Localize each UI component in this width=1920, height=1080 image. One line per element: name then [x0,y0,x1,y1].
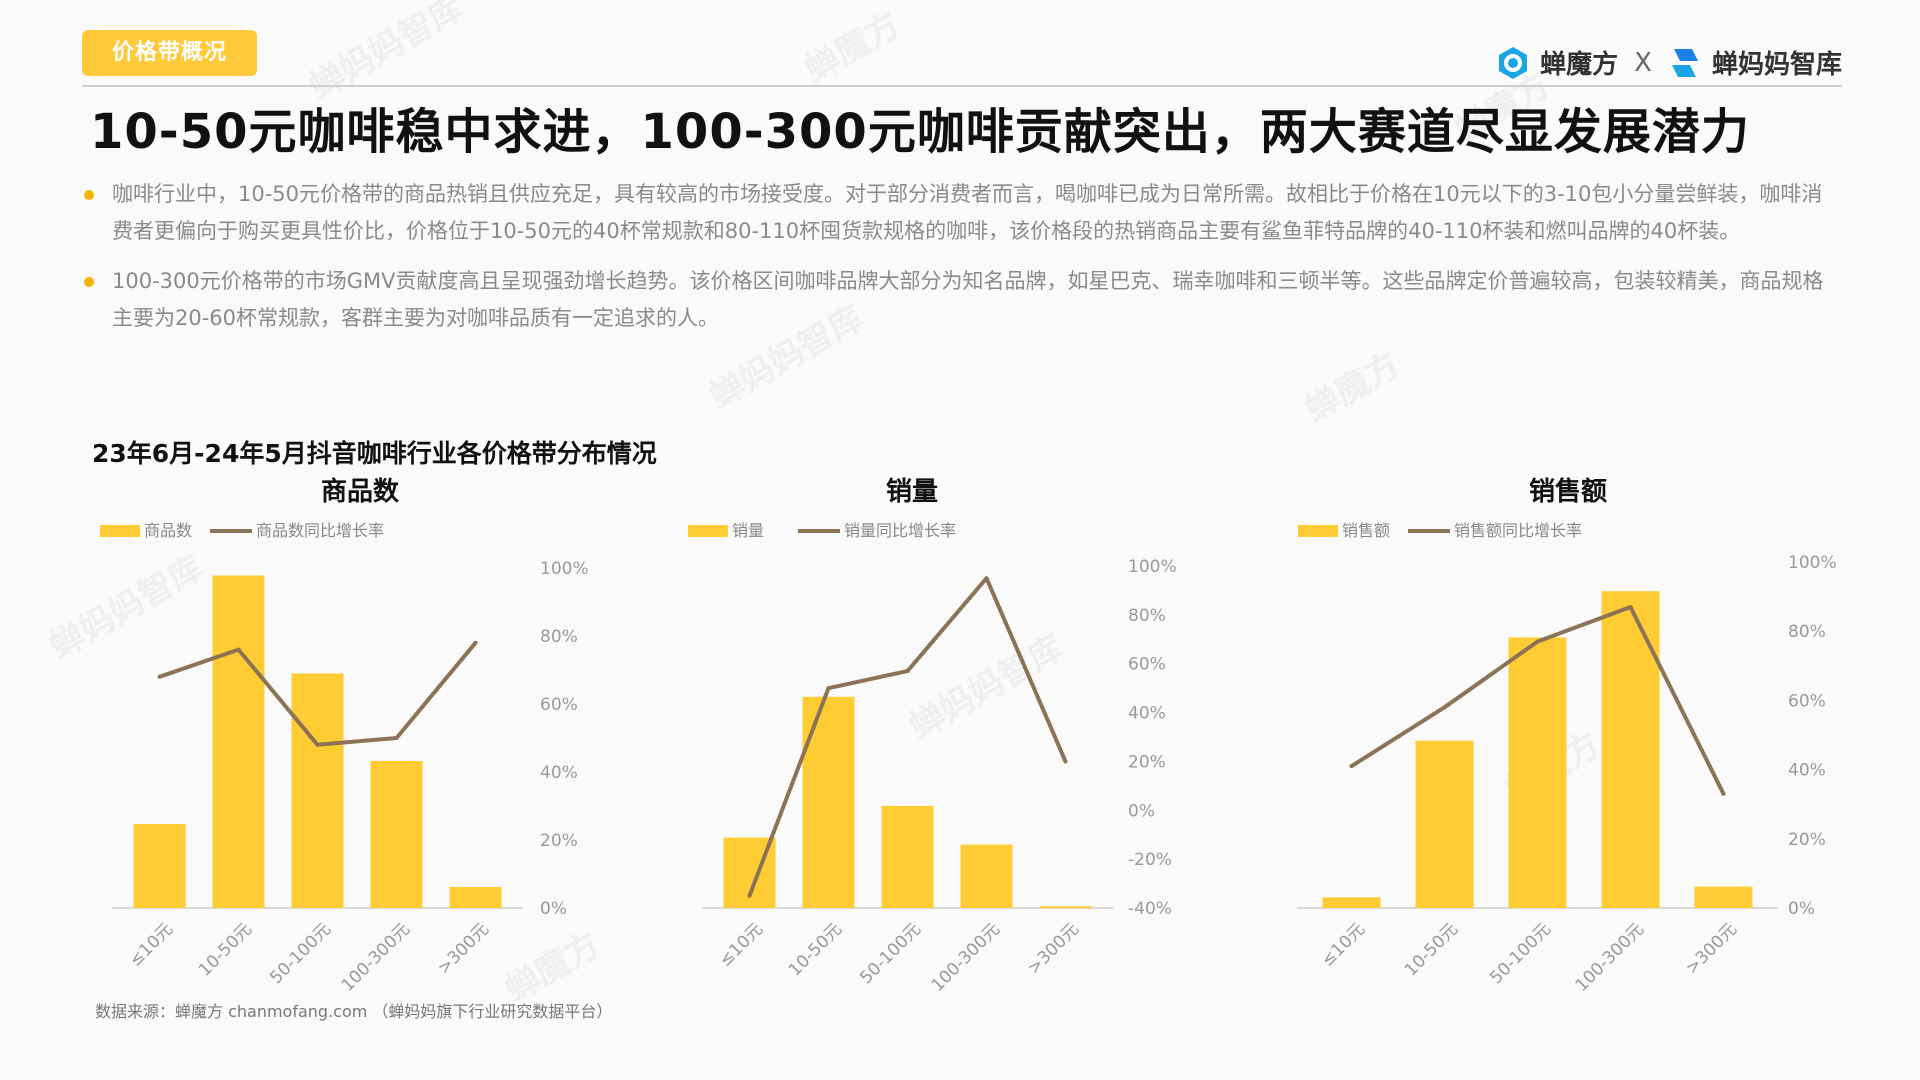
x-tick-label: ≤10元 [125,919,177,971]
bar [212,575,265,908]
y2-tick-label: 100% [1788,553,1837,573]
logo-text-chanmofang: 蝉魔方 [1540,50,1619,80]
y2-tick-label: -20% [1128,850,1172,870]
bar [1694,886,1753,908]
legend-label: 销售额 [1342,521,1390,540]
y2-tick-label: 100% [1128,557,1177,577]
bar [133,824,186,908]
bar [1039,906,1092,909]
brand-logos: 蝉魔方 X 蝉妈妈智库 [1496,44,1842,81]
y2-tick-label: 60% [540,695,578,715]
bar [960,844,1013,908]
bar [802,696,855,908]
y2-tick-label: -40% [1128,899,1172,919]
legend-label: 销售额同比增长率 [1454,521,1582,540]
line-point [1442,705,1447,710]
y2-tick-label: 0% [1788,899,1815,919]
line-point [826,686,831,691]
line-point [157,674,162,679]
y2-tick-label: 100% [540,559,589,579]
x-tick-label: 10-50元 [1401,919,1462,980]
bar [1415,740,1474,908]
x-tick-label: 100-300元 [338,919,414,995]
line-point [1628,604,1633,609]
y2-tick-label: 0% [1128,801,1155,821]
x-tick-label: ≤10元 [715,919,767,971]
line-point [236,647,241,652]
bar [449,887,502,908]
legend-swatch-bar [1298,525,1338,537]
bullet-text: 100-300元价格带的市场GMV贡献度高且呈现强劲增长趋势。该价格区间咖啡品牌… [112,269,1824,330]
bar [1601,591,1660,908]
line-point [1535,639,1540,644]
x-tick-label: >300元 [1024,919,1083,978]
line-point [394,736,399,740]
x-tick-label: >300元 [434,919,493,978]
legend-swatch-bar [100,525,140,537]
y2-tick-label: 60% [1788,691,1826,711]
x-tick-label: 100-300元 [1572,919,1648,995]
line-point [315,742,320,747]
section-tag: 价格带概况 [82,30,257,76]
line-point [747,893,752,898]
x-tick-label: ≤10元 [1317,919,1369,971]
bar [881,805,934,908]
y2-tick-label: 20% [1128,752,1166,772]
y2-tick-label: 40% [1128,704,1166,724]
bullet-text: 咖啡行业中，10-50元价格带的商品热销且供应充足，具有较高的市场接受度。对于部… [112,182,1823,243]
y2-tick-label: 0% [540,899,567,919]
legend-label: 销量 [732,521,764,540]
x-tick-label: 50-100元 [266,919,335,988]
bullet-item: 咖啡行业中，10-50元价格带的商品热销且供应充足，具有较高的市场接受度。对于部… [84,176,1824,250]
data-source: 数据来源：蝉魔方 chanmofang.com （蝉妈妈旗下行业研究数据平台） [95,1002,613,1021]
bar [291,673,344,908]
line-point [473,640,478,645]
bar [370,761,423,908]
logo-text-chanmama: 蝉妈妈智库 [1711,50,1842,80]
y2-tick-label: 40% [540,763,578,783]
x-tick-label: 10-50元 [785,919,846,980]
bar [1322,897,1381,908]
y2-tick-label: 20% [1788,830,1826,850]
legend-label: 商品数 [144,521,192,540]
x-tick-label: 50-100元 [856,919,925,988]
chanmama-logo-icon [1671,48,1698,77]
legend-label: 商品数同比增长率 [256,521,384,540]
bar [1508,637,1567,908]
line-point [1721,791,1726,796]
legend-label: 销量同比增长率 [844,521,956,540]
bullet-item: 100-300元价格带的市场GMV贡献度高且呈现强劲增长趋势。该价格区间咖啡品牌… [84,263,1824,337]
summary-bullets: 咖啡行业中，10-50元价格带的商品热销且供应充足，具有较高的市场接受度。对于部… [84,176,1824,350]
y2-tick-label: 80% [540,627,578,647]
bullet-dot [84,277,94,287]
x-tick-label: 50-100元 [1486,919,1555,988]
bullet-dot [84,190,94,200]
chanmofang-logo-icon [1499,46,1528,79]
header-divider [82,85,1842,87]
chart-title: 销售额 [1529,476,1607,507]
x-tick-label: 10-50元 [195,919,256,980]
page-title: 10-50元咖啡稳中求进，100-300元咖啡贡献突出，两大赛道尽显发展潜力 [90,104,1750,160]
chart-section-title: 23年6月-24年5月抖音咖啡行业各价格带分布情况 [92,439,657,468]
y2-tick-label: 80% [1788,622,1826,642]
chart-title: 销量 [886,477,938,507]
line-point [1349,764,1354,769]
y2-tick-label: 20% [540,831,578,851]
y2-tick-label: 60% [1128,655,1166,675]
y2-tick-label: 80% [1128,606,1166,626]
logo-separator: X [1634,47,1652,78]
line-point [1063,759,1068,764]
line-point [905,669,910,674]
y2-tick-label: 40% [1788,761,1826,781]
x-tick-label: >300元 [1682,919,1741,978]
x-tick-label: 100-300元 [928,919,1004,995]
line-point [984,576,989,581]
chart-title: 商品数 [321,476,400,507]
legend-swatch-bar [688,525,728,537]
